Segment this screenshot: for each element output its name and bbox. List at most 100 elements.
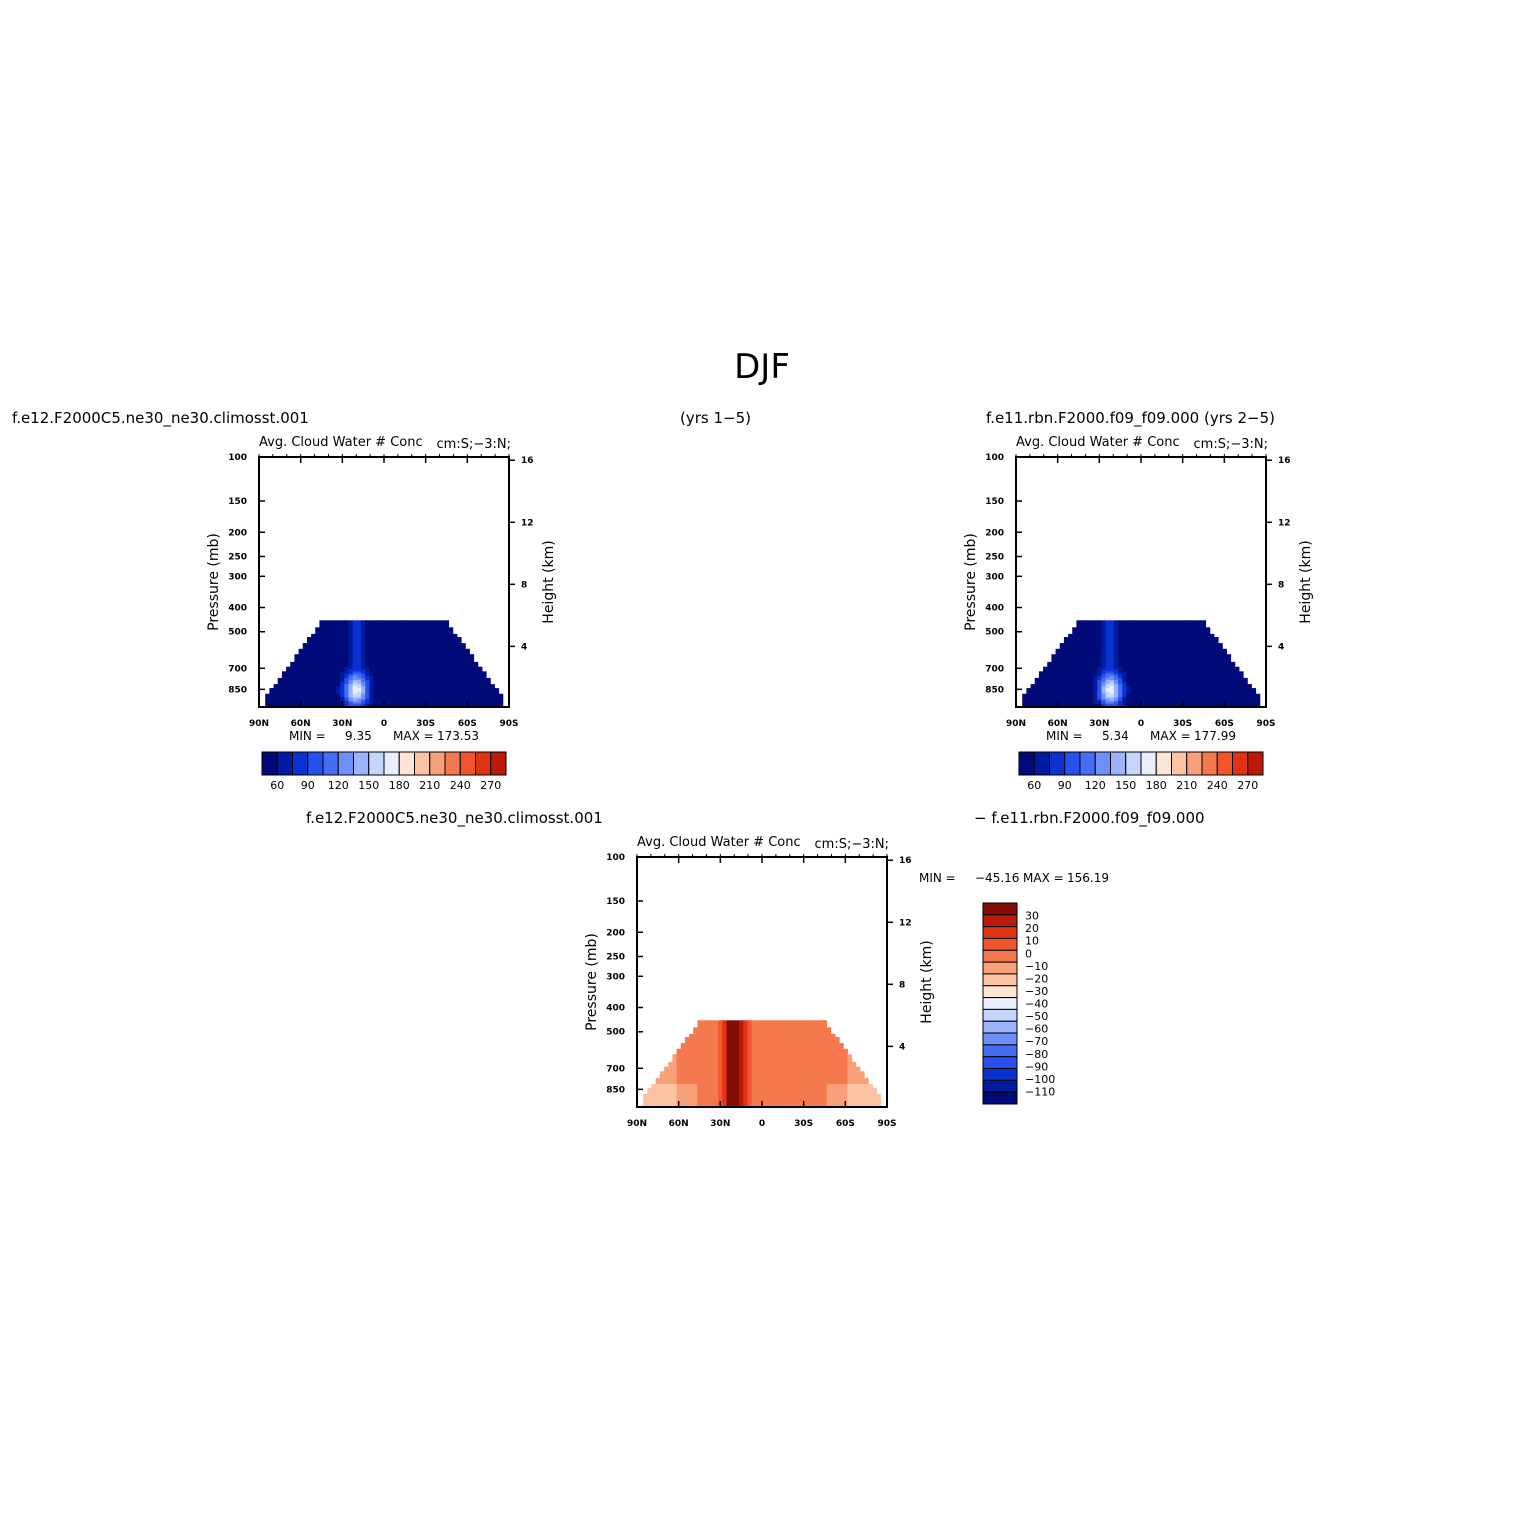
field-cell xyxy=(1193,645,1198,650)
field-cell xyxy=(365,700,370,704)
field-cell xyxy=(431,699,437,702)
field-cell xyxy=(1184,661,1190,665)
field-cell xyxy=(705,1097,711,1100)
field-cell xyxy=(693,1056,698,1060)
colorbar-swatch xyxy=(1186,751,1203,776)
field-cell xyxy=(377,666,383,670)
field-cell xyxy=(1063,704,1069,707)
field-cell xyxy=(436,640,441,644)
field-cell xyxy=(714,1086,719,1089)
field-cell xyxy=(809,1102,815,1105)
field-cell xyxy=(743,1045,748,1050)
field-cell xyxy=(826,1030,832,1035)
colorbar-swatch xyxy=(1079,751,1096,776)
field-cell xyxy=(751,1077,757,1081)
field-cell xyxy=(361,656,366,660)
field-cell xyxy=(1072,673,1077,677)
field-cell xyxy=(331,656,337,660)
field-cell xyxy=(436,700,441,704)
field-cell xyxy=(689,1066,694,1070)
field-cell xyxy=(1118,695,1123,698)
field-cell xyxy=(331,697,337,700)
field-cell xyxy=(1072,695,1077,698)
field-cell xyxy=(390,684,395,687)
field-cell xyxy=(705,1066,711,1070)
field-cell xyxy=(1093,654,1098,658)
field-cell xyxy=(822,1064,828,1068)
field-cell xyxy=(797,1097,803,1100)
field-cell xyxy=(772,1093,778,1097)
field-cell xyxy=(793,1082,798,1085)
field-cell xyxy=(1205,654,1211,658)
field-cell xyxy=(323,664,329,668)
field-cell xyxy=(336,691,341,695)
field-cell xyxy=(1134,654,1140,658)
field-cell xyxy=(680,1059,686,1063)
field-cell xyxy=(759,1088,765,1091)
field-cell xyxy=(739,1030,744,1035)
field-cell xyxy=(1047,688,1052,691)
field-cell xyxy=(1068,675,1073,679)
field-cell xyxy=(1055,651,1061,655)
field-cell xyxy=(1222,686,1227,689)
field-cell xyxy=(431,693,437,697)
field-cell xyxy=(693,1033,698,1038)
field-cell xyxy=(298,699,304,702)
field-cell xyxy=(1168,700,1173,704)
field-cell xyxy=(306,659,312,663)
field-cell xyxy=(323,673,329,677)
field-cell xyxy=(1168,691,1173,695)
field-cell xyxy=(743,1066,748,1070)
field-cell xyxy=(664,1099,669,1102)
field-cell xyxy=(436,680,441,683)
field-cell xyxy=(1122,661,1127,665)
field-cell xyxy=(784,1054,790,1058)
field-cell xyxy=(469,700,475,704)
field-cell xyxy=(1172,669,1177,672)
field-cell xyxy=(423,695,429,698)
field-cell xyxy=(461,684,466,687)
field-cell xyxy=(1188,661,1194,665)
colorbar-label: 210 xyxy=(419,779,440,792)
field-cell xyxy=(1101,695,1107,698)
field-cell xyxy=(801,1037,807,1041)
field-cell xyxy=(394,697,400,700)
field-cell xyxy=(469,654,475,658)
field-cell xyxy=(327,680,333,683)
field-cell xyxy=(373,640,379,644)
field-cell xyxy=(1176,700,1182,704)
field-cell xyxy=(1093,689,1098,693)
field-cell xyxy=(1163,697,1169,700)
field-cell xyxy=(1184,686,1190,689)
field-cell xyxy=(427,699,433,702)
field-cell xyxy=(705,1054,711,1058)
field-cell xyxy=(427,666,433,670)
field-cell xyxy=(1105,630,1111,635)
field-cell xyxy=(1072,633,1077,638)
field-cell xyxy=(402,669,408,672)
field-cell xyxy=(1055,688,1061,691)
field-cell xyxy=(714,1102,719,1105)
field-cell xyxy=(1172,677,1177,681)
field-cell xyxy=(1076,654,1082,658)
field-cell xyxy=(336,677,341,681)
field-cell xyxy=(793,1033,798,1038)
field-cell xyxy=(814,1027,819,1032)
field-cell xyxy=(1147,675,1152,679)
field-cell xyxy=(436,661,441,665)
field-cell xyxy=(1055,661,1061,665)
field-cell xyxy=(1097,640,1102,644)
field-cell xyxy=(319,686,325,689)
field-cell xyxy=(348,688,354,691)
field-cell xyxy=(1188,664,1194,668)
field-cell xyxy=(277,684,283,687)
field-cell xyxy=(356,689,362,693)
field-cell xyxy=(1093,630,1098,635)
field-cell xyxy=(377,659,383,663)
field-cell xyxy=(718,1037,723,1041)
field-cell xyxy=(1076,702,1082,705)
field-cell xyxy=(286,673,291,677)
field-cell xyxy=(1138,686,1144,689)
field-cell xyxy=(281,675,287,679)
field-cell xyxy=(718,1033,723,1038)
